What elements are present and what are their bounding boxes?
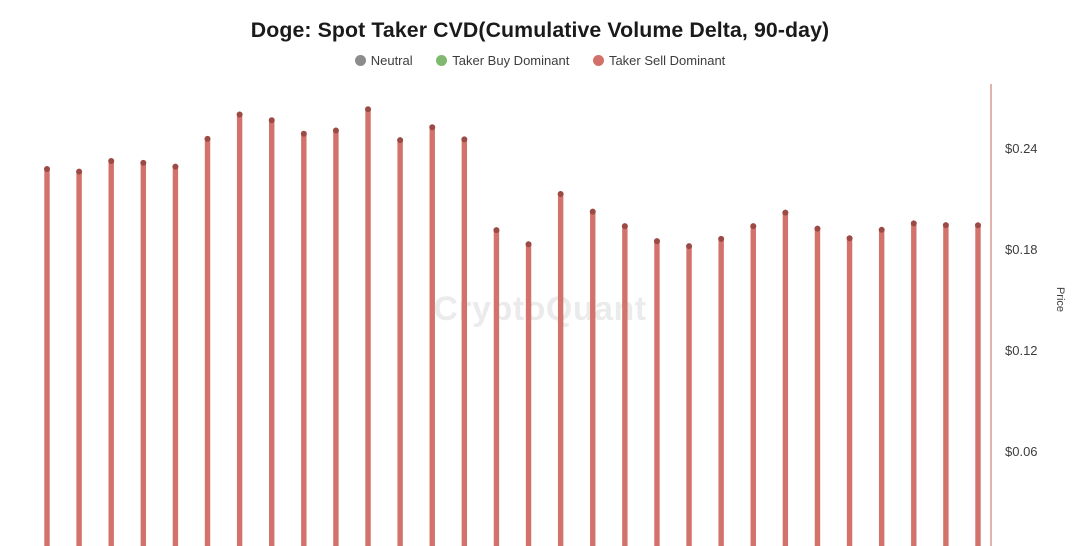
svg-text:$0.06: $0.06 — [1005, 444, 1038, 459]
svg-text:$0.12: $0.12 — [1005, 343, 1038, 358]
svg-text:$0.24: $0.24 — [1005, 141, 1038, 156]
svg-text:Price: Price — [1054, 287, 1066, 312]
svg-text:$0.18: $0.18 — [1005, 242, 1038, 257]
